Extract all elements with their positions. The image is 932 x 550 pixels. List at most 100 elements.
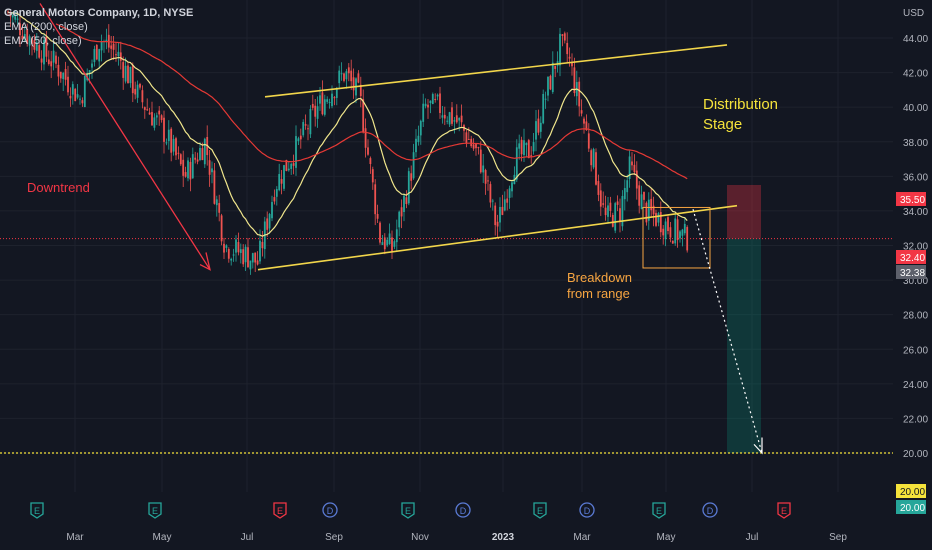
- earnings-shield: [533, 502, 547, 519]
- candle-body: [148, 112, 151, 115]
- candle-body: [395, 229, 398, 243]
- candle-body: [302, 122, 305, 136]
- candle-body: [542, 93, 545, 124]
- candle-body: [487, 180, 489, 182]
- candle-body: [655, 212, 657, 226]
- svg-text:35.50: 35.50: [900, 195, 925, 206]
- candle-body: [62, 72, 65, 80]
- candle-body: [650, 198, 653, 211]
- ema200-legend[interactable]: EMA (200, close): [4, 21, 88, 33]
- candle-body: [278, 174, 281, 191]
- svg-text:20.00: 20.00: [900, 487, 925, 498]
- candle-body: [388, 233, 391, 245]
- event-letter: E: [34, 506, 40, 516]
- price-axis[interactable]: 20.00 22.00 24.00 26.00 28.00 30.00 32.00 34.00…: [903, 34, 928, 460]
- candle-body: [323, 99, 326, 115]
- candle-body: [475, 144, 477, 149]
- candle-body: [559, 33, 561, 66]
- candle-body: [110, 45, 113, 49]
- candle-body: [179, 154, 182, 165]
- candle-body: [631, 161, 633, 166]
- candle-body: [33, 40, 36, 50]
- candle-body: [71, 84, 74, 95]
- candle-body: [499, 206, 501, 223]
- symbol-title[interactable]: General Motors Company, 1D, NYSE: [4, 7, 194, 19]
- candle-body: [232, 254, 235, 256]
- candle-body: [362, 99, 365, 132]
- candle-body: [537, 118, 540, 133]
- candle-body: [544, 98, 547, 100]
- candle-body: [616, 201, 619, 205]
- candle-body: [55, 55, 57, 64]
- candle-body: [47, 59, 50, 65]
- candle-body: [259, 240, 261, 262]
- candle-body: [376, 214, 379, 219]
- event-letter: E: [405, 506, 411, 516]
- candle-body: [19, 23, 21, 36]
- candle-body: [417, 135, 420, 143]
- candle-body: [415, 138, 417, 153]
- projection-path: [692, 209, 763, 454]
- candle-body: [669, 227, 672, 238]
- candle-body: [338, 70, 341, 84]
- candle-body: [484, 170, 487, 184]
- earnings-shield: [148, 502, 162, 519]
- price-tick-label: 32.00: [903, 242, 928, 253]
- candle-body: [539, 122, 542, 132]
- candle-body: [638, 185, 641, 206]
- candle-body: [482, 165, 485, 173]
- candle-body: [64, 69, 67, 80]
- event-letter: E: [277, 506, 283, 516]
- candle-body: [59, 71, 62, 79]
- time-tick-label: 2023: [492, 532, 515, 543]
- candle-body: [611, 214, 614, 227]
- candle-body: [321, 92, 324, 115]
- candle-body: [88, 70, 91, 75]
- candle-body: [275, 189, 278, 197]
- candle-body: [501, 206, 504, 215]
- candle-body: [235, 239, 237, 253]
- breakdown-label-line1: Breakdown: [567, 270, 632, 285]
- candle-body: [163, 117, 165, 142]
- price-tick-label: 36.00: [903, 172, 928, 183]
- candle-body: [419, 120, 422, 136]
- candle-body: [165, 142, 168, 144]
- candle-body: [494, 205, 497, 226]
- earnings-shield: [401, 502, 415, 519]
- svg-text:32.38: 32.38: [900, 268, 925, 279]
- earnings-event-icon: E: [273, 502, 287, 519]
- candle-body: [208, 160, 211, 175]
- candle-body: [187, 160, 189, 179]
- candle-body: [112, 43, 115, 50]
- candle-body: [374, 184, 377, 215]
- ema-lines: [7, 11, 688, 237]
- candle-body: [573, 67, 576, 94]
- candle-body: [182, 159, 185, 176]
- chart-legend: General Motors Company, 1D, NYSE EMA (20…: [4, 6, 193, 48]
- chart-grid: [0, 0, 893, 492]
- candle-body: [151, 112, 153, 126]
- candle-body: [31, 37, 33, 45]
- candle-body: [681, 229, 684, 236]
- earnings-event-icon: E: [533, 502, 547, 519]
- candle-body: [43, 39, 45, 65]
- candle-body: [191, 154, 194, 179]
- candle-body: [628, 156, 631, 180]
- candle-body: [667, 217, 669, 232]
- candle-body: [316, 106, 319, 119]
- candle-body: [551, 62, 554, 93]
- candle-body: [626, 180, 629, 193]
- time-axis[interactable]: Mar May Jul Sep Nov 2023 Mar May Jul Sep: [66, 532, 847, 543]
- candle-body: [347, 67, 350, 74]
- candle-body: [407, 171, 410, 204]
- candle-body: [153, 117, 156, 128]
- candle-body: [453, 120, 456, 122]
- candle-body: [331, 93, 333, 107]
- candle-body: [326, 99, 329, 102]
- earnings-event-icon: E: [148, 502, 162, 519]
- svg-text:32.40: 32.40: [900, 253, 925, 264]
- ema50-legend[interactable]: EMA (50, close): [4, 35, 82, 47]
- candle-body: [383, 237, 386, 250]
